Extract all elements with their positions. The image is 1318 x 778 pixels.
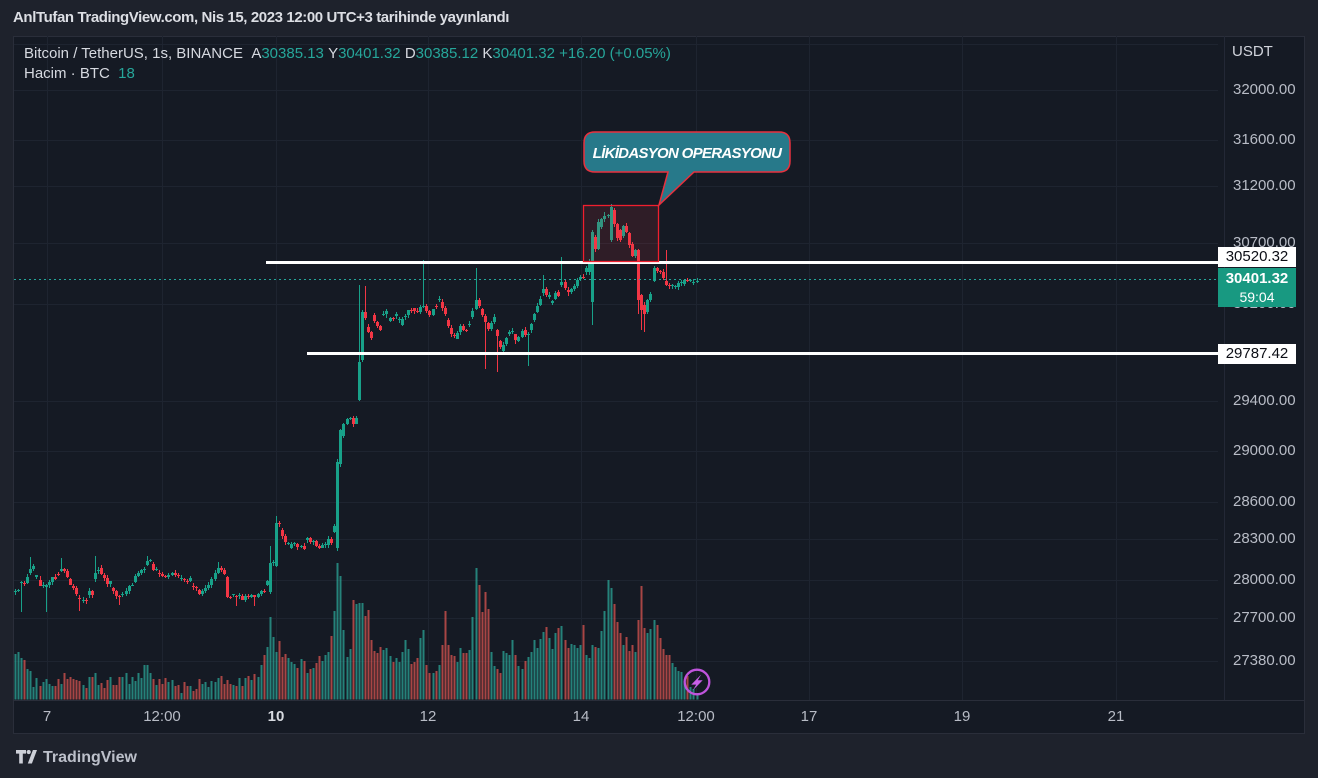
svg-text:LİKİDASYON OPERASYONU: LİKİDASYON OPERASYONU — [593, 145, 784, 162]
